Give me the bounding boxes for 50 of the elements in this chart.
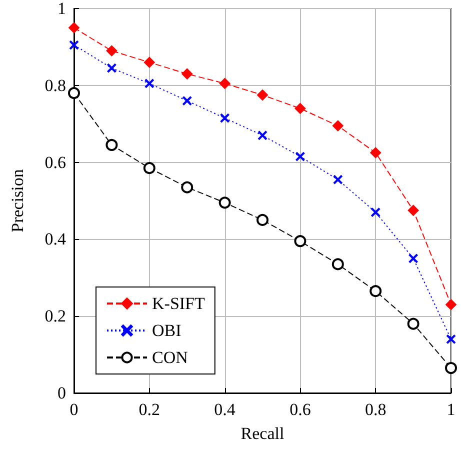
y-tick-label: 1 [58,0,66,18]
point [294,102,306,114]
point [332,258,344,270]
point [446,334,456,344]
x-tick-label: 0.2 [138,400,160,419]
point [68,22,80,34]
point [107,64,116,73]
point [294,235,306,248]
point [68,87,80,100]
point [182,96,192,106]
point [144,78,154,88]
point [257,90,268,101]
y-axis-title: Precision [8,168,27,232]
point [332,120,344,132]
point [333,175,342,184]
point [408,204,419,216]
point [143,162,156,174]
point [219,78,230,89]
point [70,40,78,50]
legend-label: OBI [152,321,182,340]
x-tick-label: 0 [70,400,78,419]
y-tick-label: 0 [58,384,66,402]
point [445,362,457,374]
point [218,196,231,209]
x-tick-label: 0.8 [364,400,386,419]
point [106,139,118,151]
point [408,254,418,263]
y-tick-label: 0.2 [44,306,66,326]
legend-label: K-SIFT [152,294,206,313]
point [407,318,420,330]
x-tick-label: 0.4 [214,400,236,419]
point [144,56,155,68]
x-tick-label: 0.6 [290,400,311,419]
point [182,68,193,80]
point [371,208,380,217]
point [220,114,230,123]
x-axis-title: Recall [240,424,284,443]
point [370,285,382,298]
point [296,152,305,162]
legend-label: CON [152,348,188,367]
y-tick-label: 0.6 [44,152,66,172]
point [106,45,118,56]
y-tick-label: 0.8 [44,76,66,95]
point [181,181,194,194]
point [446,299,456,310]
x-tick-label: 1 [446,400,456,419]
point [370,147,382,158]
y-tick-label: 0.4 [44,230,66,249]
point [258,130,267,140]
point [256,214,268,226]
